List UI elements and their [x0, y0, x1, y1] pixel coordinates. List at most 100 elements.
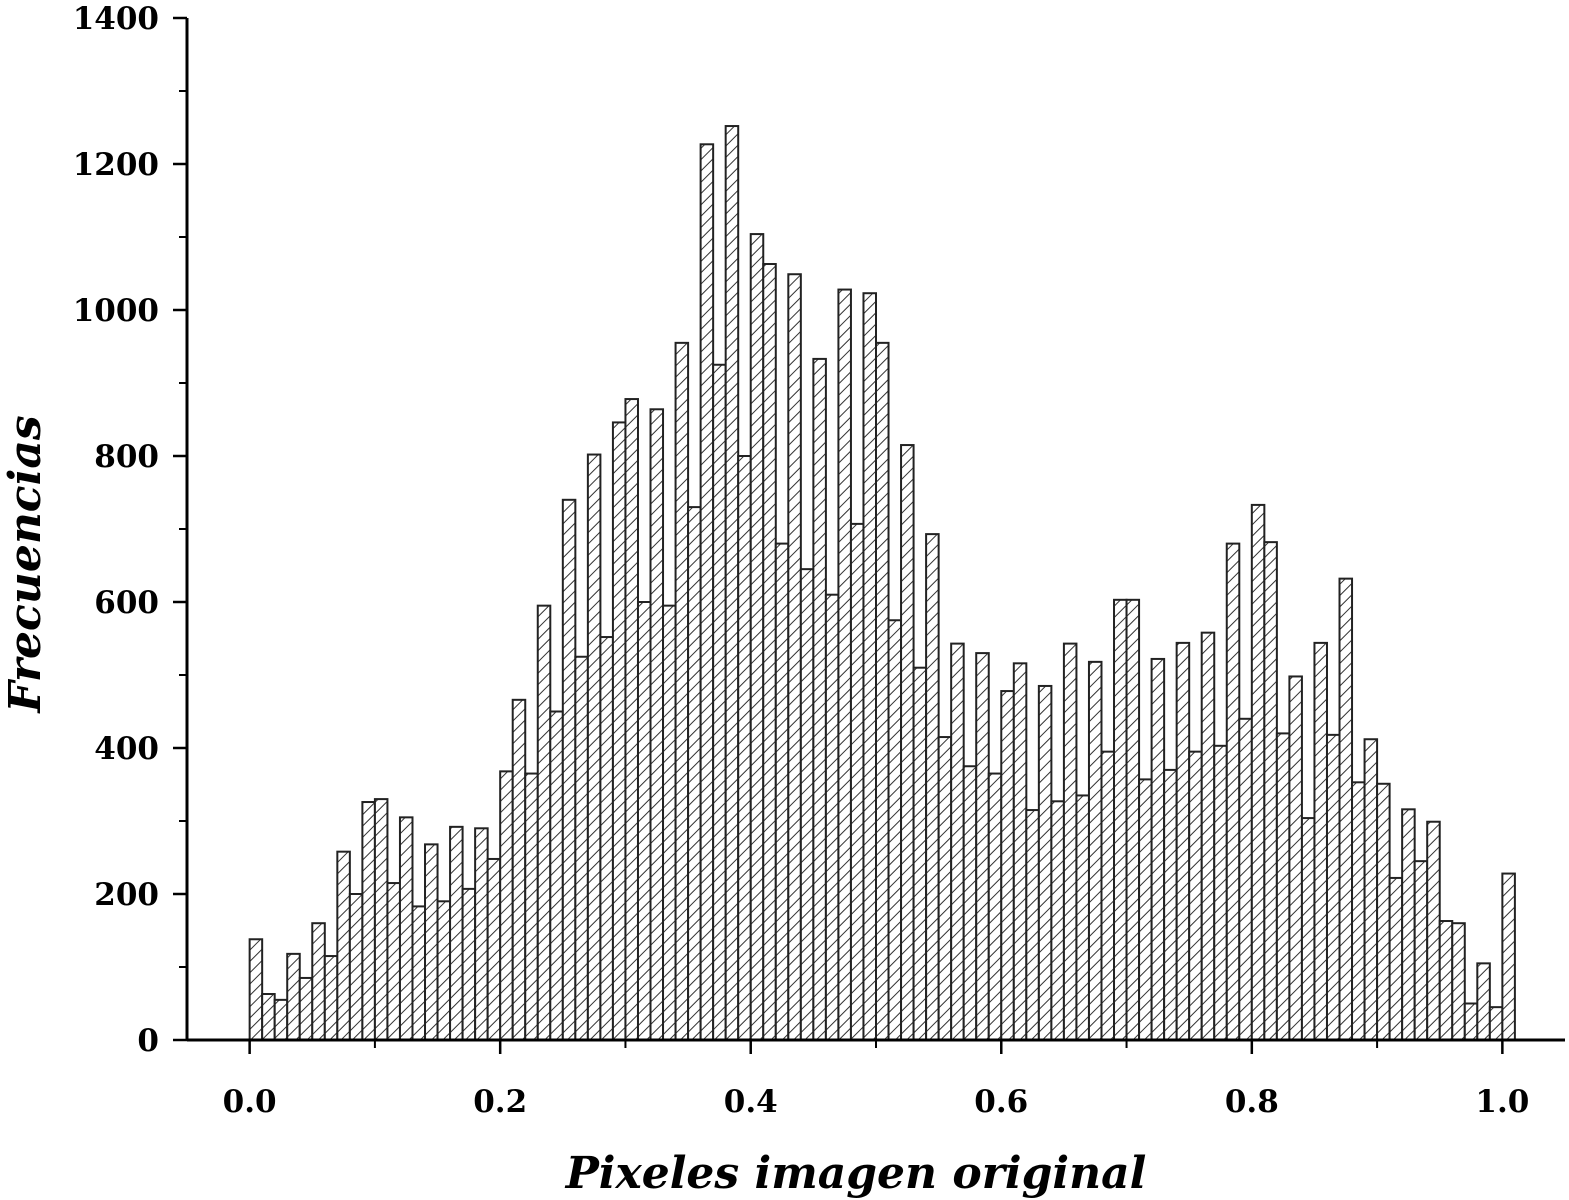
y-tick-label: 600 — [94, 585, 159, 621]
histogram-bar — [1000, 690, 1015, 1041]
y-axis-title: Frecuencias — [0, 415, 51, 714]
bars-group — [248, 125, 1516, 1042]
histogram-bar — [1062, 642, 1078, 1041]
histogram-bar — [862, 292, 877, 1041]
histogram-bar — [837, 288, 852, 1041]
y-tick-label: 800 — [94, 439, 159, 475]
histogram-bar — [1263, 541, 1278, 1041]
labels-group: 0 200 400 600 800 1000 1200 1400 0.0 0.2 0.4 0.6 0.8… — [0, 1, 1529, 1199]
histogram-bar — [724, 125, 740, 1042]
histogram-bar — [298, 976, 314, 1042]
histogram-bar — [436, 900, 452, 1041]
histogram-bar — [812, 357, 827, 1042]
histogram-bar — [1175, 641, 1191, 1041]
histogram-bar — [1313, 641, 1328, 1041]
histogram-bar — [1250, 503, 1266, 1042]
x-axis-title: Pixeles imagen original — [564, 1148, 1147, 1199]
histogram-bar — [261, 993, 276, 1042]
histogram-bar — [1025, 809, 1040, 1041]
histogram-bar — [1075, 794, 1090, 1042]
histogram-bar — [1150, 657, 1166, 1041]
histogram-bar — [912, 666, 928, 1041]
histogram-bar — [1050, 800, 1065, 1041]
histogram-bar — [424, 843, 439, 1041]
histogram-bar — [273, 998, 289, 1041]
histogram-bar — [1476, 962, 1491, 1041]
x-tick-label: 0.6 — [974, 1084, 1028, 1120]
axes-group — [173, 16, 1565, 1054]
histogram-bar — [687, 506, 702, 1042]
histogram-bar — [762, 263, 777, 1041]
histogram-bar — [1363, 738, 1379, 1041]
histogram-bar — [1300, 817, 1316, 1042]
histogram-bar — [611, 421, 627, 1042]
histogram-bar — [536, 604, 552, 1042]
histogram-bar — [1012, 662, 1028, 1041]
histogram-bar — [336, 850, 351, 1041]
histogram-bar — [286, 952, 301, 1041]
histogram-bar — [975, 652, 990, 1041]
x-tick-label: 0.0 — [223, 1084, 277, 1120]
histogram-bar — [1488, 1006, 1504, 1042]
histogram-bar — [449, 825, 464, 1042]
x-tick-label: 0.8 — [1225, 1084, 1279, 1120]
histogram-bar — [461, 887, 477, 1042]
histogram-bar — [674, 341, 690, 1042]
y-tick-label: 1400 — [73, 1, 159, 37]
histogram-bar — [662, 604, 677, 1042]
histogram-bar — [361, 801, 376, 1042]
histogram-bar — [373, 798, 389, 1041]
histogram-bar — [1351, 781, 1366, 1041]
histogram-bar — [1338, 577, 1354, 1041]
histogram-bar — [774, 542, 790, 1041]
histogram-bar — [1125, 598, 1141, 1041]
histogram-bar — [1238, 717, 1253, 1041]
histogram-bar — [386, 882, 401, 1041]
histogram-bar — [749, 233, 765, 1041]
histogram-bar — [712, 363, 727, 1041]
histogram-bar — [900, 444, 915, 1041]
histogram-bar — [987, 772, 1003, 1041]
histogram-bar — [574, 655, 589, 1041]
histogram-bar — [599, 636, 614, 1041]
histogram-bar — [962, 765, 978, 1041]
histogram-bar — [950, 642, 965, 1041]
y-tick-label: 400 — [94, 731, 159, 767]
y-tick-label: 1200 — [73, 147, 159, 183]
y-tick-label: 0 — [137, 1023, 159, 1059]
histogram-bar — [1087, 660, 1103, 1041]
histogram-bar — [248, 938, 264, 1042]
histogram-bar — [937, 736, 953, 1041]
histogram-bar — [586, 453, 602, 1042]
histogram-bar — [524, 772, 539, 1041]
histogram-bar — [1388, 876, 1404, 1041]
histogram-bar — [1325, 733, 1341, 1041]
histogram-bar — [1138, 778, 1153, 1041]
histogram-bar — [1401, 808, 1416, 1041]
y-tick-label: 1000 — [73, 293, 159, 329]
histogram-bar — [1200, 631, 1216, 1041]
histogram-bar — [699, 143, 715, 1042]
histogram-bar — [849, 522, 865, 1041]
histogram-bar — [511, 698, 527, 1041]
histogram-bar — [624, 398, 639, 1041]
histogram-bar — [1426, 820, 1441, 1041]
histogram-bar — [348, 893, 364, 1041]
histogram-bar — [398, 816, 414, 1041]
x-tick-label: 1.0 — [1475, 1084, 1529, 1120]
histogram-bar — [1188, 750, 1203, 1042]
histogram-bar — [1376, 782, 1391, 1042]
histogram-bar — [649, 408, 665, 1041]
histogram-bar — [499, 770, 514, 1041]
histogram-bar — [875, 341, 890, 1042]
y-tick-label: 200 — [94, 877, 159, 913]
histogram-bar — [1113, 598, 1128, 1041]
histogram-bar — [1213, 744, 1228, 1041]
histogram-bar — [1037, 684, 1053, 1041]
x-tick-label: 0.4 — [724, 1084, 778, 1120]
histogram-bar — [323, 955, 339, 1041]
histogram-bar — [824, 593, 840, 1041]
histogram-bar — [474, 827, 489, 1041]
histogram-bar — [1413, 860, 1429, 1042]
